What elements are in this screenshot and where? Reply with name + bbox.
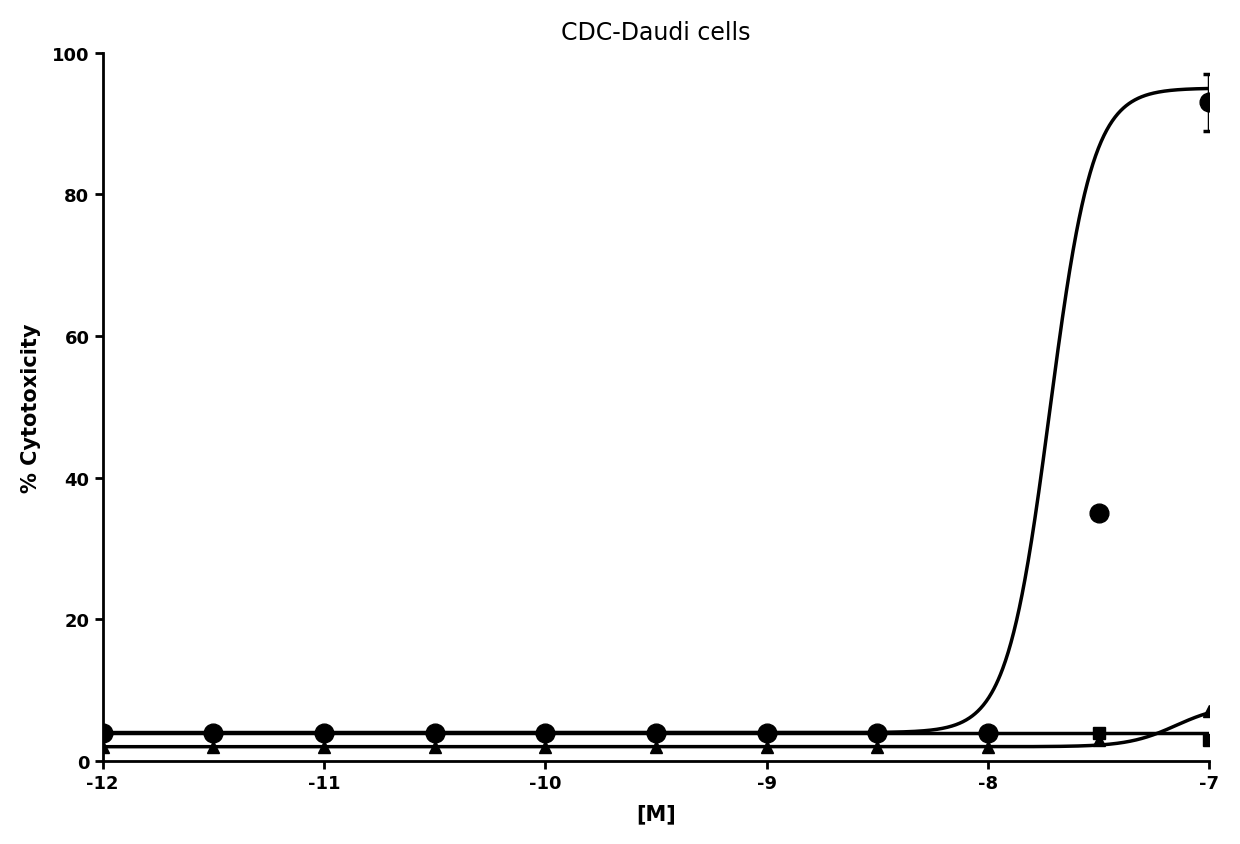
Y-axis label: % Cytotoxicity: % Cytotoxicity <box>21 322 41 492</box>
Title: CDC-Daudi cells: CDC-Daudi cells <box>562 21 750 45</box>
X-axis label: [M]: [M] <box>636 803 676 823</box>
